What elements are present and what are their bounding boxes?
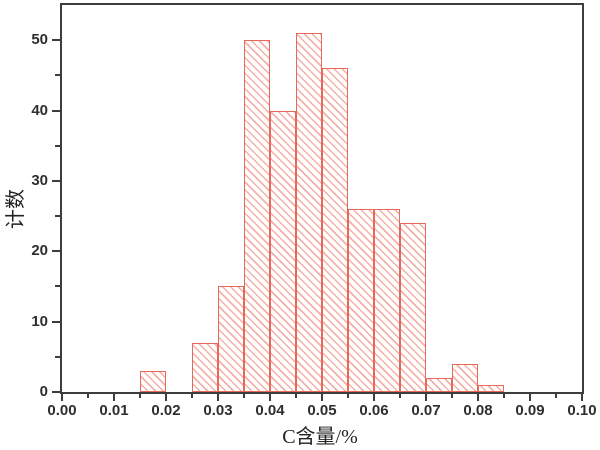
histogram-bar	[140, 370, 166, 392]
y-major-tick	[52, 109, 60, 112]
y-major-tick	[52, 39, 60, 42]
x-minor-tick	[555, 394, 557, 398]
y-tick-label: 30	[31, 171, 48, 189]
x-axis-title: C含量/%	[282, 426, 358, 448]
y-tick-label: 0	[39, 383, 48, 400]
histogram-bar	[218, 286, 244, 392]
y-major-tick	[52, 179, 60, 182]
x-major-tick	[373, 394, 375, 401]
x-major-tick	[529, 394, 531, 401]
x-major-tick	[321, 394, 323, 401]
y-minor-tick	[55, 285, 60, 288]
x-minor-tick	[87, 394, 89, 398]
histogram-bar	[322, 68, 348, 392]
x-tick-label: 0.09	[515, 402, 545, 419]
y-tick-label: 40	[31, 101, 48, 119]
x-major-tick	[113, 394, 115, 401]
x-tick-label: 0.02	[151, 402, 181, 419]
histogram-bar	[400, 223, 426, 392]
histogram-bar	[192, 342, 218, 392]
histogram-bar	[296, 33, 322, 392]
y-tick-label: 50	[31, 31, 48, 49]
y-major-tick	[52, 320, 60, 323]
y-major-tick	[52, 250, 60, 253]
x-major-tick	[581, 394, 583, 401]
histogram-bar	[374, 209, 400, 392]
y-minor-tick	[55, 74, 60, 77]
x-tick-label: 0.01	[99, 402, 129, 419]
histogram-bar	[426, 377, 452, 392]
x-major-tick	[269, 394, 271, 401]
x-major-tick	[425, 394, 427, 401]
x-tick-label: 0.04	[255, 402, 285, 419]
y-tick-label: 10	[31, 312, 48, 330]
y-minor-tick	[55, 144, 60, 147]
y-tick-label: 20	[31, 242, 48, 260]
x-minor-tick	[347, 394, 349, 398]
x-tick-label: 0.06	[359, 402, 389, 419]
x-major-tick	[61, 394, 63, 401]
x-minor-tick	[399, 394, 401, 398]
x-minor-tick	[295, 394, 297, 398]
x-tick-label: 0.07	[411, 402, 441, 419]
x-major-tick	[477, 394, 479, 401]
histogram-bar	[270, 110, 296, 392]
histogram-bar	[348, 209, 374, 392]
histogram-bar	[244, 40, 270, 392]
y-axis-title: 计数	[5, 189, 27, 229]
x-tick-label: 0.03	[203, 402, 233, 419]
y-minor-tick	[55, 215, 60, 218]
histogram-bar	[478, 384, 504, 392]
x-minor-tick	[503, 394, 505, 398]
x-major-tick	[217, 394, 219, 401]
x-tick-label: 0.05	[307, 402, 337, 419]
x-tick-label: 0.10	[567, 402, 597, 419]
x-tick-label: 0.08	[463, 402, 493, 419]
y-minor-tick	[55, 355, 60, 358]
x-minor-tick	[451, 394, 453, 398]
x-tick-label: 0.00	[47, 402, 77, 419]
x-major-tick	[165, 394, 167, 401]
y-major-tick	[52, 391, 60, 393]
x-minor-tick	[243, 394, 245, 398]
x-minor-tick	[191, 394, 193, 398]
histogram-bar	[452, 363, 478, 392]
x-minor-tick	[139, 394, 141, 398]
